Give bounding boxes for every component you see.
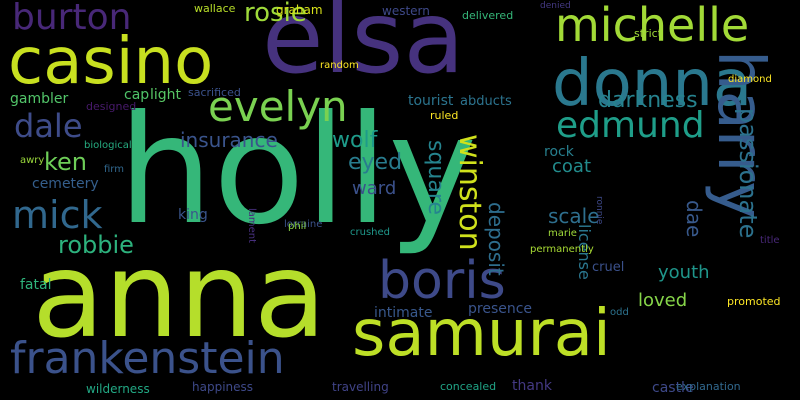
word-ken: ken [44,148,88,176]
word-rosie: rosie [244,0,307,28]
word-gambler: gambler [10,91,69,107]
word-frankenstein: frankenstein [10,333,285,384]
word-edmund: edmund [556,105,705,146]
word-title: title [760,235,780,246]
word-coat: coat [552,156,591,177]
word-firm: firm [104,164,124,175]
word-winston: winston [452,134,487,251]
word-wallace: wallace [194,2,236,15]
word-cruel: cruel [592,260,625,275]
word-mick: mick [12,193,103,237]
word-dale: dale [14,107,83,145]
word-delivered: delivered [462,9,514,22]
word-passionate: passionate [734,108,762,239]
word-evelyn: evelyn [208,82,348,131]
word-cemetery: cemetery [32,176,99,192]
word-lament: lament [246,208,257,244]
word-lorraine: lorraine [284,219,323,230]
word-diamond: diamond [728,74,772,85]
word-ward: ward [352,178,397,199]
word-thank: thank [512,378,552,394]
word-wolf: wolf [332,128,378,153]
word-presence: presence [468,301,533,317]
word-elsa: elsa [262,0,465,96]
word-sacrificed: sacrificed [188,86,241,99]
word-ruled: ruled [430,109,459,122]
word-dae: dae [682,200,706,238]
word-youth: youth [658,262,710,283]
word-loved: loved [638,290,688,311]
word-explanation: explanation [676,380,741,393]
word-deposit: deposit [484,202,508,276]
word-marie: marie [548,228,577,239]
word-western: western [382,4,430,18]
word-random: random [320,60,359,71]
word-odd: odd [610,307,629,318]
word-insurance: insurance [180,128,278,152]
word-happiness: happiness [192,380,254,394]
word-designed: designed [86,100,137,113]
word-donna: donna [552,47,753,121]
word-abducts: abducts [460,94,512,109]
word-burton: burton [12,0,132,38]
word-eyed: eyed [348,150,403,175]
word-scale: scale [548,204,600,228]
word-travelling: travelling [332,380,389,394]
word-crushed: crushed [350,227,390,238]
word-casino: casino [8,25,214,99]
word-robbie: robbie [58,231,134,259]
word-strict: strict [634,27,662,40]
word-castle: castle [652,380,694,396]
word-phil: phil [288,221,307,232]
word-holly: holly [118,84,477,258]
word-wilderness: wilderness [86,382,150,396]
word-michelle: michelle [555,0,750,52]
word-samurai: samurai [352,297,611,371]
word-king: king [178,207,208,223]
word-biological: biological [84,140,132,151]
word-graham: graham [276,3,323,17]
word-tourist: tourist [408,93,454,109]
word-permanently: permanently [530,244,594,255]
word-promoted: promoted [727,295,781,308]
word-light: light [150,87,182,103]
word-square: square [423,140,448,215]
word-ronnie: ronnie [594,196,604,225]
word-darkness: darkness [598,88,698,113]
word-boris: boris [378,251,506,311]
word-intimate: intimate [374,305,433,321]
word-anna: anna [32,226,327,364]
word-rock: rock [544,144,574,160]
word-cap: cap [124,87,150,103]
word-awry: awry [20,155,45,166]
word-concealed: concealed [440,380,497,393]
word-denied: denied [540,1,571,11]
word-fatal: fatal [20,277,52,293]
